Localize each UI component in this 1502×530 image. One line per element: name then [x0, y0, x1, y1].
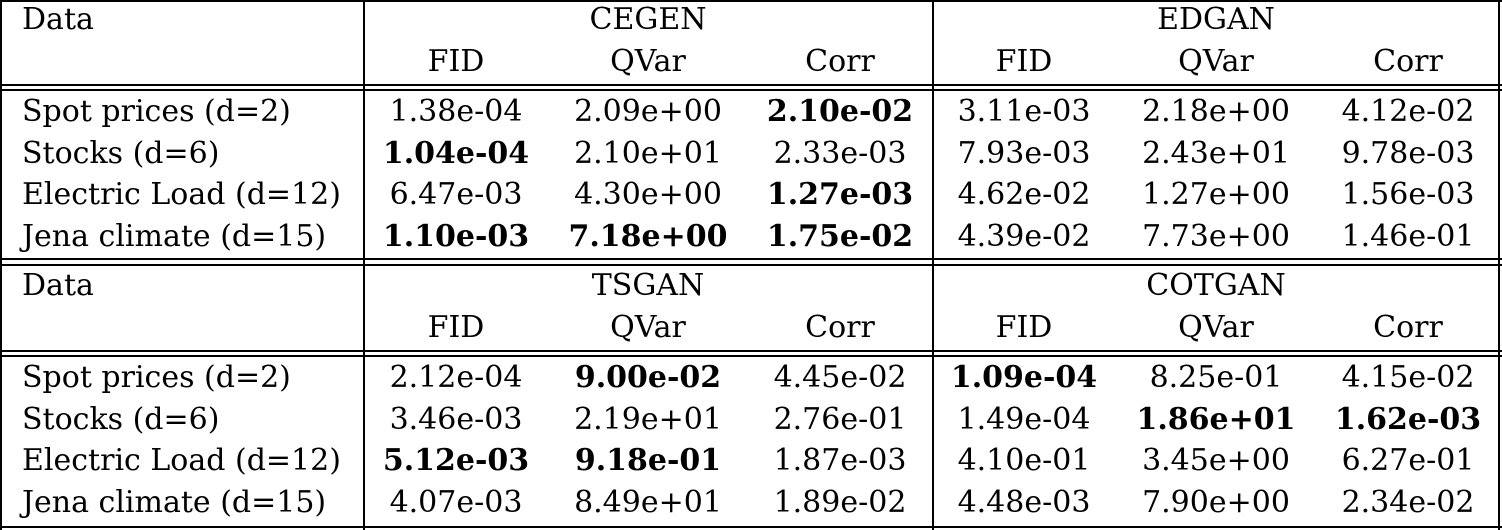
bottom-rule: [0, 526, 1502, 528]
metric-header: Corr: [1373, 44, 1443, 79]
metric-header: QVar: [610, 44, 686, 79]
header-rule: [0, 350, 1502, 352]
table-cell: 6.47e-03: [389, 177, 523, 212]
table-cell: 4.62e-02: [957, 177, 1091, 212]
model-header: CEGEN: [589, 2, 707, 37]
table-cell: 2.10e+01: [574, 135, 722, 171]
metric-header: QVar: [1178, 44, 1254, 79]
row-label: Spot prices (d=2): [22, 94, 291, 129]
metric-header: QVar: [610, 310, 686, 345]
table-cell: 4.30e+00: [574, 177, 722, 212]
data-column-header: Data: [22, 2, 94, 37]
row-label: Electric Load (d=12): [22, 443, 341, 478]
table-cell: 4.45e-02: [773, 360, 907, 395]
table-cell: 2.12e-04: [389, 360, 523, 395]
table-cell: 2.09e+00: [574, 94, 722, 129]
table-cell: 1.89e-02: [773, 484, 907, 520]
table-cell: 1.09e-04: [950, 360, 1098, 395]
table-cell: 1.56e-03: [1341, 177, 1475, 212]
header-rule: [0, 355, 1502, 357]
table-cell: 7.73e+00: [1142, 218, 1290, 254]
metric-header: Corr: [1373, 310, 1443, 345]
table-cell: 1.62e-03: [1334, 401, 1482, 437]
table-cell: 1.86e+01: [1136, 401, 1296, 437]
table-cell: 4.07e-03: [389, 484, 523, 520]
metric-header: FID: [427, 310, 485, 345]
metric-header: FID: [995, 310, 1053, 345]
metric-header: FID: [427, 44, 485, 79]
table-cell: 3.46e-03: [389, 401, 523, 437]
table-cell: 1.04e-04: [382, 135, 530, 171]
table-cell: 3.11e-03: [957, 94, 1091, 129]
row-label: Stocks (d=6): [22, 135, 220, 171]
model-header: COTGAN: [1146, 268, 1286, 303]
table-cell: 4.10e-01: [957, 443, 1091, 478]
table-cell: 2.10e-02: [766, 94, 914, 129]
data-column-header: Data: [22, 268, 94, 303]
table-cell: 3.45e+00: [1142, 443, 1290, 478]
table-cell: 1.49e-04: [957, 401, 1091, 437]
table-cell: 1.27e-03: [766, 177, 914, 212]
table-cell: 1.38e-04: [389, 94, 523, 129]
table-cell: 4.15e-02: [1341, 360, 1475, 395]
table-cell: 7.90e+00: [1142, 484, 1290, 520]
metric-header: QVar: [1178, 310, 1254, 345]
row-label: Electric Load (d=12): [22, 177, 341, 212]
row-label: Jena climate (d=15): [22, 484, 327, 520]
table-cell: 1.75e-02: [766, 218, 914, 254]
table-cell: 1.87e-03: [773, 443, 907, 478]
table-cell: 2.33e-03: [773, 135, 907, 171]
metric-header: Corr: [805, 44, 875, 79]
table-cell: 8.25e-01: [1149, 360, 1283, 395]
table-cell: 1.10e-03: [382, 218, 530, 254]
table-cell: 4.12e-02: [1341, 94, 1475, 129]
table-cell: 8.49e+01: [574, 484, 722, 520]
model-header: TSGAN: [591, 268, 705, 303]
table-cell: 5.12e-03: [382, 443, 530, 478]
table-cell: 9.78e-03: [1341, 135, 1475, 171]
table-cell: 9.18e-01: [574, 443, 722, 478]
block-separator-rule: [0, 264, 1502, 266]
table-cell: 2.18e+00: [1142, 94, 1290, 129]
metric-header: FID: [995, 44, 1053, 79]
table-cell: 2.43e+01: [1142, 135, 1290, 171]
table-cell: 1.27e+00: [1142, 177, 1290, 212]
metric-header: Corr: [805, 310, 875, 345]
header-rule: [0, 89, 1502, 91]
table-cell: 4.39e-02: [957, 218, 1091, 254]
table-cell: 7.18e+00: [568, 218, 728, 254]
table-cell: 2.34e-02: [1341, 484, 1475, 520]
table-cell: 1.46e-01: [1341, 218, 1475, 254]
row-label: Stocks (d=6): [22, 401, 220, 437]
row-label: Spot prices (d=2): [22, 360, 291, 395]
top-rule: [0, 0, 1502, 2]
table-cell: 2.19e+01: [574, 401, 722, 437]
table-cell: 6.27e-01: [1341, 443, 1475, 478]
table-cell: 7.93e-03: [957, 135, 1091, 171]
table-cell: 9.00e-02: [574, 360, 722, 395]
header-rule: [0, 84, 1502, 86]
block-separator-rule: [0, 258, 1502, 260]
model-header: EDGAN: [1157, 2, 1275, 37]
table-cell: 4.48e-03: [957, 484, 1091, 520]
row-label: Jena climate (d=15): [22, 218, 327, 254]
table-cell: 2.76e-01: [773, 401, 907, 437]
